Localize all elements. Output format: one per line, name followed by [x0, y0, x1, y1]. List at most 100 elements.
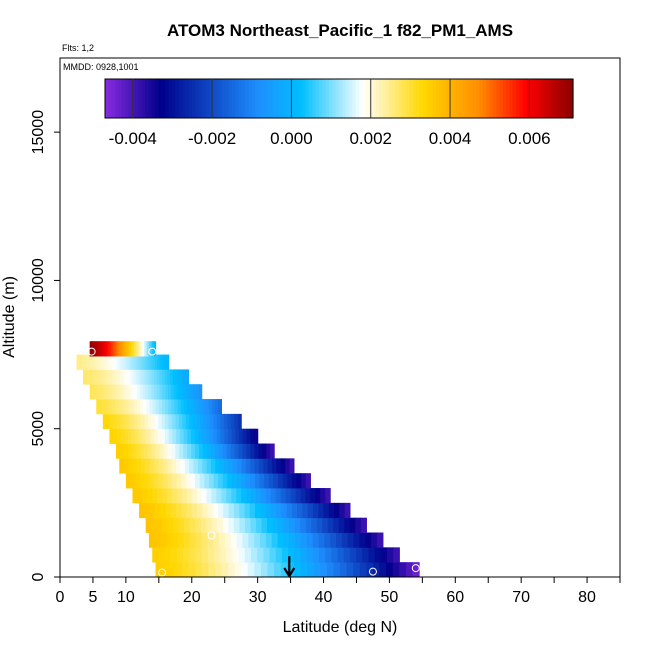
heat-cell — [233, 517, 241, 533]
heat-cell — [283, 517, 290, 533]
heat-cell — [92, 384, 96, 400]
heat-cell — [151, 413, 156, 430]
heat-cell — [171, 443, 176, 459]
heat-cell — [193, 399, 197, 415]
heat-cell — [270, 488, 277, 504]
heat-cell — [132, 458, 138, 474]
heat-cell — [230, 413, 235, 430]
colorbar-step — [285, 79, 290, 118]
colorbar-step — [556, 79, 561, 118]
heat-cell — [256, 488, 262, 504]
heat-cell — [212, 399, 216, 415]
heat-cell — [365, 532, 372, 548]
colorbar-step — [332, 79, 337, 118]
heat-cell — [148, 384, 152, 400]
heat-cell — [176, 458, 181, 474]
heat-cell — [297, 502, 304, 519]
colorbar-step — [536, 79, 541, 118]
y-tick-label: 15000 — [30, 110, 47, 155]
heat-cell — [338, 517, 345, 533]
heat-cell — [269, 547, 277, 563]
heat-cell — [312, 532, 320, 548]
x-tick-label: 60 — [446, 589, 464, 606]
heat-cell — [208, 562, 216, 578]
heat-cell — [145, 458, 151, 474]
heat-cell — [170, 369, 174, 385]
heat-cell — [277, 532, 285, 548]
x-tick-label: 70 — [512, 589, 530, 606]
heat-cell — [94, 354, 98, 370]
heat-cell — [266, 443, 271, 459]
heat-cell — [147, 443, 153, 459]
heat-cell — [287, 562, 295, 578]
colorbar-step — [215, 79, 220, 118]
heat-cell — [165, 413, 170, 430]
colorbar: -0.004 -0.002 0.000 0.002 0.004 0.006 — [104, 78, 574, 148]
heat-cell — [164, 369, 168, 385]
heat-cell — [220, 413, 225, 430]
heat-cell — [168, 562, 176, 578]
heat-cell — [228, 502, 235, 519]
heat-cell — [214, 562, 223, 578]
colorbar-step — [499, 79, 504, 118]
colorbar-step — [312, 79, 317, 118]
heat-cell — [306, 547, 314, 563]
heat-cell — [147, 341, 150, 357]
heat-cell — [154, 354, 158, 370]
heat-cell — [276, 458, 282, 474]
heat-cell — [258, 443, 263, 459]
heat-cell — [189, 547, 197, 563]
colorbar-step — [355, 79, 360, 118]
heat-cell — [106, 354, 110, 370]
heat-cell — [104, 369, 108, 385]
heat-cell — [380, 547, 388, 563]
colorbar-step — [322, 79, 327, 118]
heat-cell — [181, 473, 187, 489]
heat-cell — [179, 428, 185, 444]
heat-cell — [347, 532, 355, 548]
heat-cell — [134, 341, 137, 357]
heat-cell — [325, 547, 332, 563]
heat-cell — [185, 369, 190, 385]
heatmap-cells — [76, 341, 420, 578]
heat-cell — [349, 547, 357, 563]
heat-cell — [260, 502, 267, 519]
heat-cell — [215, 399, 219, 415]
heat-cell — [81, 354, 84, 370]
colorbar-step — [529, 79, 534, 118]
heat-cell — [179, 384, 183, 400]
heat-cell — [195, 517, 202, 533]
heat-cell — [207, 547, 215, 563]
heat-cell — [113, 428, 118, 444]
heat-cell — [170, 547, 178, 563]
heat-cell — [183, 399, 188, 415]
heat-cell — [253, 428, 259, 444]
colorbar-step — [168, 79, 173, 118]
colorbar-step — [191, 79, 196, 118]
heat-cell — [133, 399, 138, 415]
colorbar-step — [335, 79, 340, 118]
heat-cell — [133, 413, 139, 430]
heat-cell — [109, 369, 113, 385]
heat-cell — [135, 428, 140, 444]
heat-cell — [146, 399, 151, 415]
heat-cell — [78, 354, 82, 370]
heat-cell — [181, 502, 188, 519]
colorbar-step — [372, 79, 377, 118]
colorbar-step — [365, 79, 370, 118]
heat-cell — [275, 547, 283, 563]
heat-cell — [318, 532, 325, 548]
heat-cell — [152, 488, 158, 504]
colorbar-step — [262, 79, 267, 118]
heat-cell — [179, 443, 184, 459]
colorbar-step — [385, 79, 390, 118]
heat-cell — [194, 428, 199, 444]
heat-cell — [210, 458, 216, 474]
heat-cell — [256, 517, 263, 533]
heat-cell — [125, 341, 129, 357]
heat-cell — [145, 354, 149, 370]
heat-cell — [203, 413, 208, 430]
heat-cell — [122, 341, 125, 357]
heat-cell — [319, 547, 326, 563]
heat-cell — [216, 488, 223, 504]
